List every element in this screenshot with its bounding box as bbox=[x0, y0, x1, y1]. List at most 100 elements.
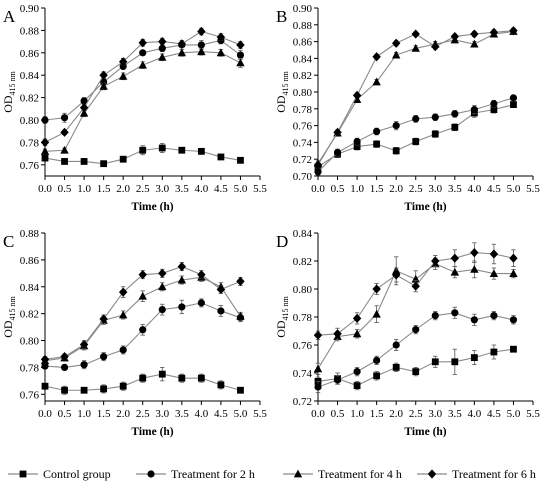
x-tick-label: 5.0 bbox=[507, 183, 521, 195]
data-point bbox=[139, 49, 147, 57]
data-point bbox=[509, 269, 518, 277]
y-tick-label: 0.74 bbox=[293, 137, 313, 149]
y-tick-label: 0.78 bbox=[293, 312, 313, 324]
x-tick-label: 3.5 bbox=[175, 183, 189, 195]
data-point bbox=[450, 253, 460, 263]
data-point bbox=[119, 155, 127, 163]
y-tick-label: 0.88 bbox=[20, 228, 40, 240]
data-point bbox=[79, 339, 89, 350]
data-point bbox=[333, 329, 342, 339]
y-tick-label: 0.80 bbox=[20, 336, 40, 348]
series-line bbox=[317, 252, 514, 336]
x-tick-label: 3.5 bbox=[448, 408, 462, 420]
y-axis-title: OD415 nm bbox=[1, 70, 17, 112]
data-point bbox=[197, 299, 205, 307]
x-tick-label: 4.5 bbox=[487, 408, 501, 420]
y-tick-label: 0.76 bbox=[293, 340, 313, 352]
data-point bbox=[99, 314, 108, 324]
x-tick-label: 3.0 bbox=[155, 183, 169, 195]
data-point bbox=[412, 138, 420, 145]
data-point bbox=[80, 158, 88, 165]
series-diamond bbox=[313, 242, 518, 340]
data-point bbox=[353, 368, 361, 376]
data-point bbox=[391, 270, 401, 280]
x-tick-label: 4.5 bbox=[487, 183, 501, 195]
data-point bbox=[41, 382, 49, 390]
data-point bbox=[138, 270, 147, 280]
data-point bbox=[158, 44, 166, 52]
data-point bbox=[60, 114, 69, 122]
y-tick-label: 0.86 bbox=[20, 48, 40, 60]
x-tick-label: 5.0 bbox=[507, 408, 521, 420]
data-point bbox=[372, 284, 381, 294]
x-tick-label: 2.0 bbox=[116, 408, 130, 420]
legend-marker bbox=[293, 469, 303, 478]
data-point bbox=[489, 269, 499, 277]
y-tick-label: 0.90 bbox=[20, 3, 40, 15]
data-point bbox=[470, 316, 478, 324]
x-tick-label: 1.5 bbox=[97, 183, 111, 195]
data-point bbox=[313, 364, 323, 373]
legend-marker bbox=[19, 470, 27, 478]
y-tick-label: 0.86 bbox=[20, 255, 40, 267]
data-point bbox=[217, 153, 225, 161]
data-point bbox=[216, 284, 226, 295]
data-point bbox=[79, 103, 89, 113]
data-point bbox=[391, 38, 401, 48]
panel-label: B bbox=[276, 7, 287, 26]
y-tick-label: 0.82 bbox=[20, 93, 39, 105]
data-point bbox=[61, 386, 68, 394]
series-square bbox=[41, 366, 244, 395]
x-tick-label: 4.0 bbox=[194, 408, 208, 420]
data-point bbox=[392, 364, 400, 371]
y-tick-label: 0.72 bbox=[293, 154, 312, 166]
data-point bbox=[197, 270, 206, 280]
data-point bbox=[60, 127, 69, 137]
data-point bbox=[333, 148, 342, 157]
x-tick-label: 1.5 bbox=[370, 183, 384, 195]
data-point bbox=[450, 267, 460, 276]
x-axis-title: Time (h) bbox=[404, 201, 446, 213]
data-point bbox=[411, 43, 420, 52]
data-point bbox=[178, 146, 186, 154]
x-tick-label: 2.0 bbox=[389, 183, 403, 195]
y-tick-label: 0.84 bbox=[20, 70, 40, 82]
series-line bbox=[44, 276, 241, 362]
data-point bbox=[118, 287, 128, 297]
data-point bbox=[236, 40, 245, 50]
data-point bbox=[489, 249, 499, 259]
x-tick-label: 0.0 bbox=[38, 183, 52, 195]
data-point bbox=[373, 140, 381, 148]
x-tick-label: 2.5 bbox=[409, 183, 423, 195]
panel-c: 0.0 0.5 1.0 1.5 2.0 2.5 3.0 3.5 4.0 4.5 5.0 5.5 0.76… bbox=[1, 228, 267, 438]
data-point bbox=[99, 70, 108, 80]
x-tick-label: 1.5 bbox=[97, 408, 111, 420]
x-tick-label: 2.0 bbox=[389, 408, 403, 420]
data-point bbox=[372, 309, 381, 318]
series-diamond bbox=[40, 26, 245, 147]
data-point bbox=[40, 146, 50, 155]
data-point bbox=[60, 145, 69, 154]
data-point bbox=[510, 101, 517, 108]
data-point bbox=[352, 313, 362, 323]
series-circle bbox=[314, 306, 518, 394]
data-point bbox=[158, 370, 166, 378]
x-tick-label: 5.5 bbox=[526, 183, 540, 195]
series-triangle bbox=[40, 272, 245, 365]
data-point bbox=[119, 346, 127, 354]
data-point bbox=[139, 374, 147, 382]
x-tick-label: 5.0 bbox=[234, 183, 248, 195]
data-point bbox=[197, 41, 205, 49]
data-point bbox=[236, 58, 245, 67]
x-tick-label: 5.5 bbox=[253, 183, 267, 195]
data-point bbox=[353, 137, 361, 146]
data-point bbox=[118, 310, 128, 319]
y-tick-label: 0.78 bbox=[20, 137, 40, 149]
data-point bbox=[490, 312, 498, 320]
y-tick-label: 0.84 bbox=[293, 53, 313, 65]
data-point bbox=[373, 372, 381, 380]
data-point bbox=[391, 50, 401, 59]
data-point bbox=[372, 52, 381, 62]
data-point bbox=[80, 361, 88, 369]
data-point bbox=[470, 29, 479, 39]
